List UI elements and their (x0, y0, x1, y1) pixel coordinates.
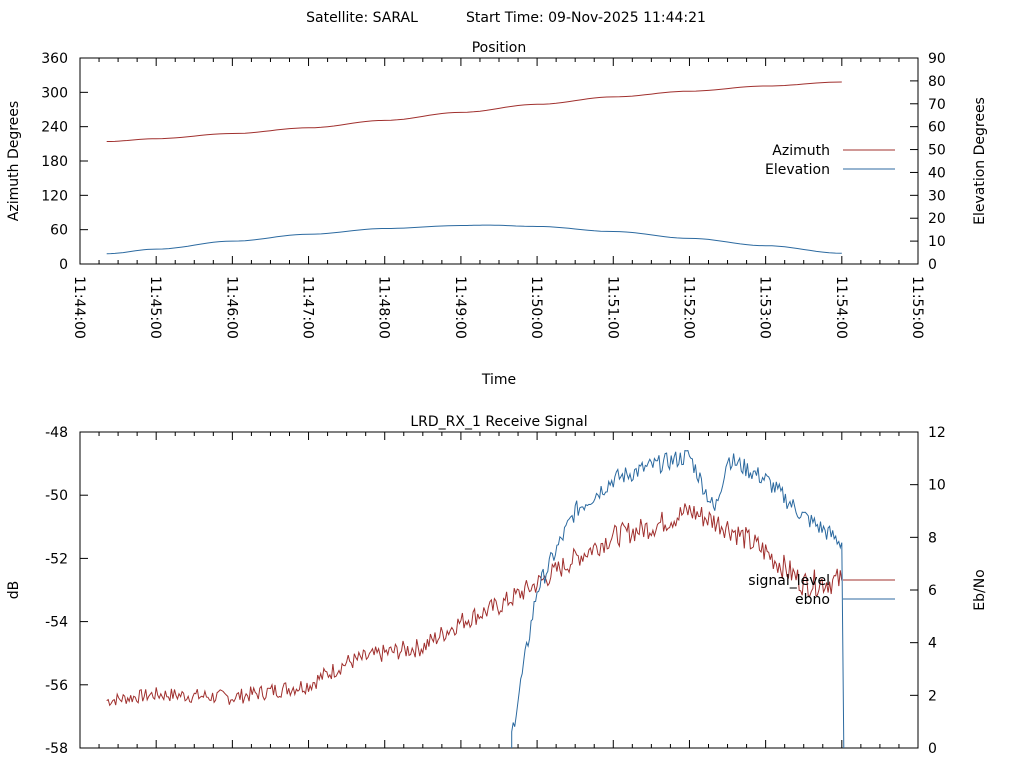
series-line-azimuth (106, 81, 842, 142)
y2-tick-label: 8 (928, 530, 937, 546)
y2-axis-label: Elevation Degrees (972, 97, 988, 225)
y2-tick-label: 80 (928, 74, 946, 90)
y2-tick-label: 2 (928, 688, 937, 704)
x-tick-label: 11:48:00 (376, 276, 392, 339)
x-tick-label: 11:55:00 (909, 276, 925, 339)
series-line-elevation (106, 224, 842, 255)
receive-signal-chart: LRD_RX_1 Receive Signal -58 -56 -54 -52 -50 -4… (6, 414, 988, 757)
y-tick-label: 360 (41, 51, 68, 67)
y2-tick-label: 0 (928, 741, 937, 757)
y-tick-label: -58 (45, 741, 68, 757)
chart-title: Position (472, 40, 527, 56)
y2-tick-label: 40 (928, 165, 946, 181)
legend-label: Azimuth (772, 143, 830, 159)
plot-frame (79, 57, 919, 265)
series-line-signal_level (106, 503, 843, 707)
y2-tick-label: 30 (928, 188, 946, 204)
y2-tick-label: 12 (928, 425, 946, 441)
y2-tick-label: 20 (928, 211, 946, 227)
y-tick-label: 60 (50, 223, 68, 239)
x-tick-label: 11:51:00 (604, 276, 620, 339)
legend-label: signal_level (748, 573, 830, 589)
y2-tick-label: 10 (928, 234, 946, 250)
y2-axis-label: Eb/No (972, 569, 988, 611)
y2-tick-label: 60 (928, 120, 946, 136)
y-tick-label: -48 (45, 425, 68, 441)
y-tick-label: -56 (45, 678, 68, 694)
x-tick-label: 11:54:00 (833, 276, 849, 339)
y-tick-label: 0 (59, 257, 68, 273)
y-tick-label: 240 (41, 120, 68, 136)
y-tick-label: 300 (41, 85, 68, 101)
y-axis-label: Azimuth Degrees (6, 101, 22, 221)
y2-tick-label: 0 (928, 257, 937, 273)
x-tick-label: 11:50:00 (528, 276, 544, 339)
x-tick-label: 11:47:00 (300, 276, 316, 339)
y-axis-label: dB (6, 581, 22, 600)
y-tick-label: -50 (45, 488, 68, 504)
y-tick-label: 180 (41, 154, 68, 170)
x-tick-label: 11:53:00 (757, 276, 773, 339)
chart-title: LRD_RX_1 Receive Signal (410, 414, 587, 430)
series-line-ebno (511, 450, 845, 749)
y2-tick-label: 6 (928, 583, 937, 599)
x-tick-label: 11:49:00 (452, 276, 468, 339)
x-tick-label: 11:44:00 (71, 276, 87, 339)
y2-tick-label: 10 (928, 478, 946, 494)
legend-label: ebno (795, 592, 830, 608)
plot-frame (79, 431, 919, 749)
y2-tick-label: 70 (928, 97, 946, 113)
start-time-label: Start Time: 09-Nov-2025 11:44:21 (466, 10, 706, 26)
x-tick-label: 11:52:00 (680, 276, 696, 339)
y-tick-label: -52 (45, 551, 68, 567)
y-tick-label: -54 (45, 615, 68, 631)
y2-tick-label: 50 (928, 143, 946, 159)
x-tick-label: 11:45:00 (147, 276, 163, 339)
satellite-label: Satellite: SARAL (306, 10, 418, 26)
x-axis-label: Time (481, 372, 516, 388)
y-tick-label: 120 (41, 188, 68, 204)
legend-label: Elevation (765, 162, 830, 178)
x-tick-label: 11:46:00 (223, 276, 239, 339)
position-chart: Position 11:44:00 11:45:00 11:46:00 11:47:00… (6, 40, 988, 388)
y2-tick-label: 90 (928, 51, 946, 67)
y2-tick-label: 4 (928, 636, 937, 652)
